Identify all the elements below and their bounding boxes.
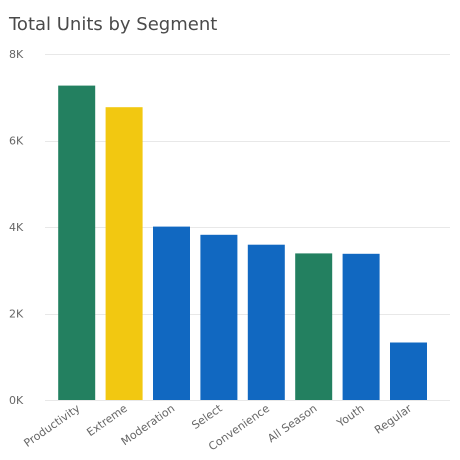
x-tick-label: Moderation [119, 402, 178, 448]
x-tick-label: Select [189, 401, 225, 432]
y-tick-label: 0K [9, 394, 24, 407]
y-tick-label: 2K [9, 308, 24, 321]
x-tick-label: All Season [265, 402, 319, 445]
bar-productivity[interactable] [58, 85, 96, 400]
bar-all-season[interactable] [295, 253, 333, 400]
bars [58, 85, 427, 401]
x-tick-label: Regular [372, 402, 414, 437]
y-axis: 0K 2K 4K 6K 8K [9, 48, 24, 407]
bar-regular[interactable] [390, 342, 427, 401]
y-tick-label: 4K [9, 221, 24, 234]
bar-extreme[interactable] [105, 107, 143, 400]
bar-moderation[interactable] [153, 226, 190, 400]
chart-title: Total Units by Segment [9, 14, 218, 35]
bar-youth[interactable] [342, 253, 380, 400]
y-tick-label: 6K [9, 135, 24, 148]
y-tick-label: 8K [9, 48, 24, 61]
bar-select[interactable] [200, 234, 238, 400]
bar-convenience[interactable] [247, 244, 285, 400]
x-tick-label: Productivity [22, 402, 83, 450]
gridlines [45, 54, 450, 401]
x-tick-label: Youth [334, 402, 367, 431]
